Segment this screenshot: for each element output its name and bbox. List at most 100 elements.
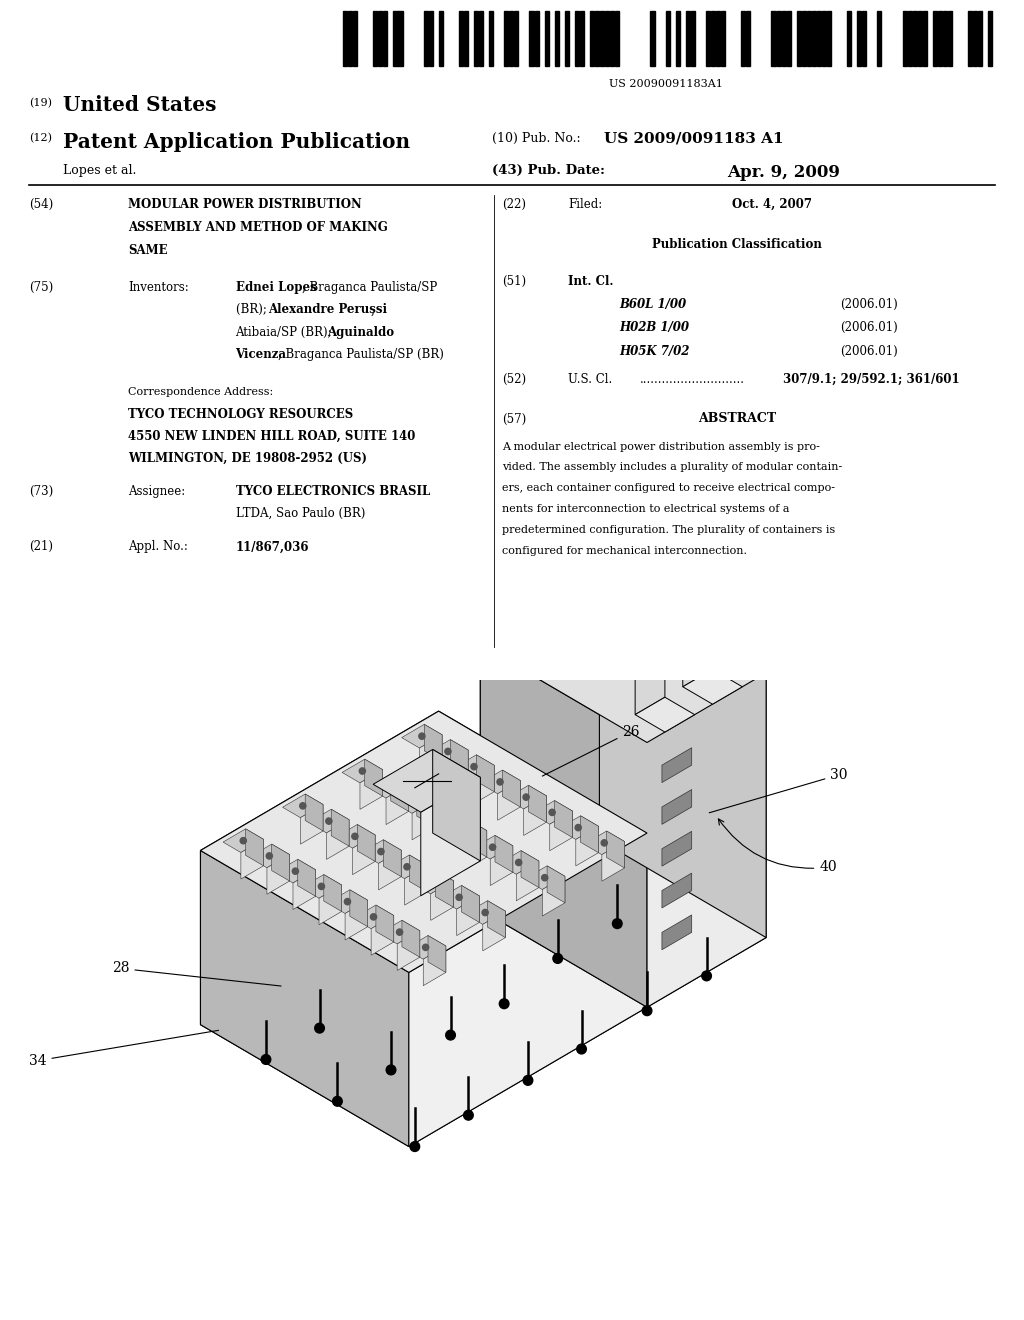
Bar bbox=[610, 11, 614, 66]
Polygon shape bbox=[342, 759, 383, 783]
Text: (51): (51) bbox=[502, 275, 526, 288]
Polygon shape bbox=[412, 800, 435, 840]
Circle shape bbox=[575, 825, 582, 830]
Bar bbox=[973, 11, 977, 66]
Text: (10) Pub. No.:: (10) Pub. No.: bbox=[492, 132, 581, 145]
Polygon shape bbox=[391, 775, 409, 812]
Circle shape bbox=[410, 1142, 420, 1151]
Text: Filed:: Filed: bbox=[568, 198, 602, 211]
Text: Aguinaldo: Aguinaldo bbox=[328, 326, 394, 338]
Text: vided. The assembly includes a plurality of modular contain-: vided. The assembly includes a plurality… bbox=[502, 462, 842, 473]
Bar bbox=[514, 11, 518, 66]
Bar bbox=[383, 11, 387, 66]
Circle shape bbox=[241, 838, 247, 843]
Polygon shape bbox=[431, 880, 454, 920]
Polygon shape bbox=[524, 866, 565, 890]
Polygon shape bbox=[376, 906, 394, 942]
Polygon shape bbox=[495, 836, 513, 873]
Text: LTDA, Sao Paulo (BR): LTDA, Sao Paulo (BR) bbox=[236, 507, 365, 520]
Polygon shape bbox=[647, 673, 766, 1007]
Circle shape bbox=[464, 1110, 473, 1121]
Polygon shape bbox=[454, 755, 495, 779]
Bar bbox=[650, 11, 654, 66]
Bar bbox=[706, 11, 710, 66]
Polygon shape bbox=[683, 635, 713, 686]
Bar bbox=[988, 11, 992, 66]
Circle shape bbox=[419, 733, 425, 739]
Circle shape bbox=[266, 853, 272, 859]
Circle shape bbox=[344, 899, 350, 904]
Text: predetermined configuration. The plurality of containers is: predetermined configuration. The plurali… bbox=[502, 525, 835, 535]
Polygon shape bbox=[404, 866, 427, 906]
Circle shape bbox=[445, 1030, 456, 1040]
Polygon shape bbox=[480, 576, 599, 909]
Polygon shape bbox=[421, 777, 480, 896]
Text: , Braganca Paulista/SP (BR): , Braganca Paulista/SP (BR) bbox=[278, 347, 443, 360]
Bar bbox=[353, 11, 357, 66]
Text: (19): (19) bbox=[29, 98, 51, 108]
Text: United States: United States bbox=[63, 95, 217, 115]
Polygon shape bbox=[352, 836, 375, 875]
Bar bbox=[746, 11, 751, 66]
Polygon shape bbox=[503, 770, 520, 807]
Bar bbox=[479, 11, 483, 66]
Polygon shape bbox=[402, 920, 420, 957]
Polygon shape bbox=[635, 663, 665, 714]
Text: 28: 28 bbox=[112, 961, 281, 986]
Text: 30: 30 bbox=[710, 768, 848, 813]
Bar bbox=[776, 11, 780, 66]
Bar bbox=[943, 11, 947, 66]
Text: Publication Classification: Publication Classification bbox=[652, 238, 822, 251]
Bar bbox=[580, 11, 584, 66]
Bar bbox=[615, 11, 620, 66]
Circle shape bbox=[386, 1065, 396, 1074]
Bar bbox=[666, 11, 670, 66]
Polygon shape bbox=[420, 735, 442, 775]
Polygon shape bbox=[469, 820, 486, 857]
Bar bbox=[711, 11, 715, 66]
Polygon shape bbox=[547, 866, 565, 903]
Bar bbox=[716, 11, 720, 66]
Polygon shape bbox=[439, 886, 479, 909]
Polygon shape bbox=[241, 840, 263, 879]
Polygon shape bbox=[271, 843, 290, 880]
Polygon shape bbox=[465, 900, 506, 924]
Text: (12): (12) bbox=[29, 133, 51, 144]
Bar bbox=[686, 11, 690, 66]
Polygon shape bbox=[365, 759, 383, 796]
Polygon shape bbox=[371, 916, 394, 956]
Polygon shape bbox=[480, 840, 766, 1007]
Polygon shape bbox=[464, 830, 486, 870]
Circle shape bbox=[553, 953, 562, 964]
Polygon shape bbox=[249, 843, 290, 867]
Polygon shape bbox=[550, 810, 572, 850]
Bar bbox=[923, 11, 927, 66]
Circle shape bbox=[261, 1055, 270, 1064]
Polygon shape bbox=[428, 739, 468, 763]
Polygon shape bbox=[482, 911, 506, 950]
Polygon shape bbox=[387, 855, 427, 879]
Text: (57): (57) bbox=[502, 412, 526, 425]
Polygon shape bbox=[683, 669, 742, 704]
Polygon shape bbox=[472, 836, 513, 859]
Polygon shape bbox=[662, 873, 691, 908]
Bar bbox=[907, 11, 911, 66]
Text: ,: , bbox=[371, 304, 374, 317]
Text: Alexandre Perussi: Alexandre Perussi bbox=[268, 304, 387, 317]
Bar bbox=[807, 11, 811, 66]
Polygon shape bbox=[397, 931, 420, 970]
Polygon shape bbox=[457, 896, 479, 936]
Text: SAME: SAME bbox=[128, 244, 168, 257]
Circle shape bbox=[412, 799, 418, 805]
Text: (2006.01): (2006.01) bbox=[840, 298, 897, 312]
Polygon shape bbox=[462, 886, 479, 923]
Polygon shape bbox=[476, 755, 495, 792]
Circle shape bbox=[489, 843, 496, 850]
Bar bbox=[393, 11, 397, 66]
Polygon shape bbox=[386, 785, 409, 825]
Bar bbox=[691, 11, 695, 66]
Bar bbox=[378, 11, 382, 66]
Circle shape bbox=[314, 1023, 325, 1034]
Polygon shape bbox=[480, 770, 520, 793]
Bar bbox=[938, 11, 942, 66]
